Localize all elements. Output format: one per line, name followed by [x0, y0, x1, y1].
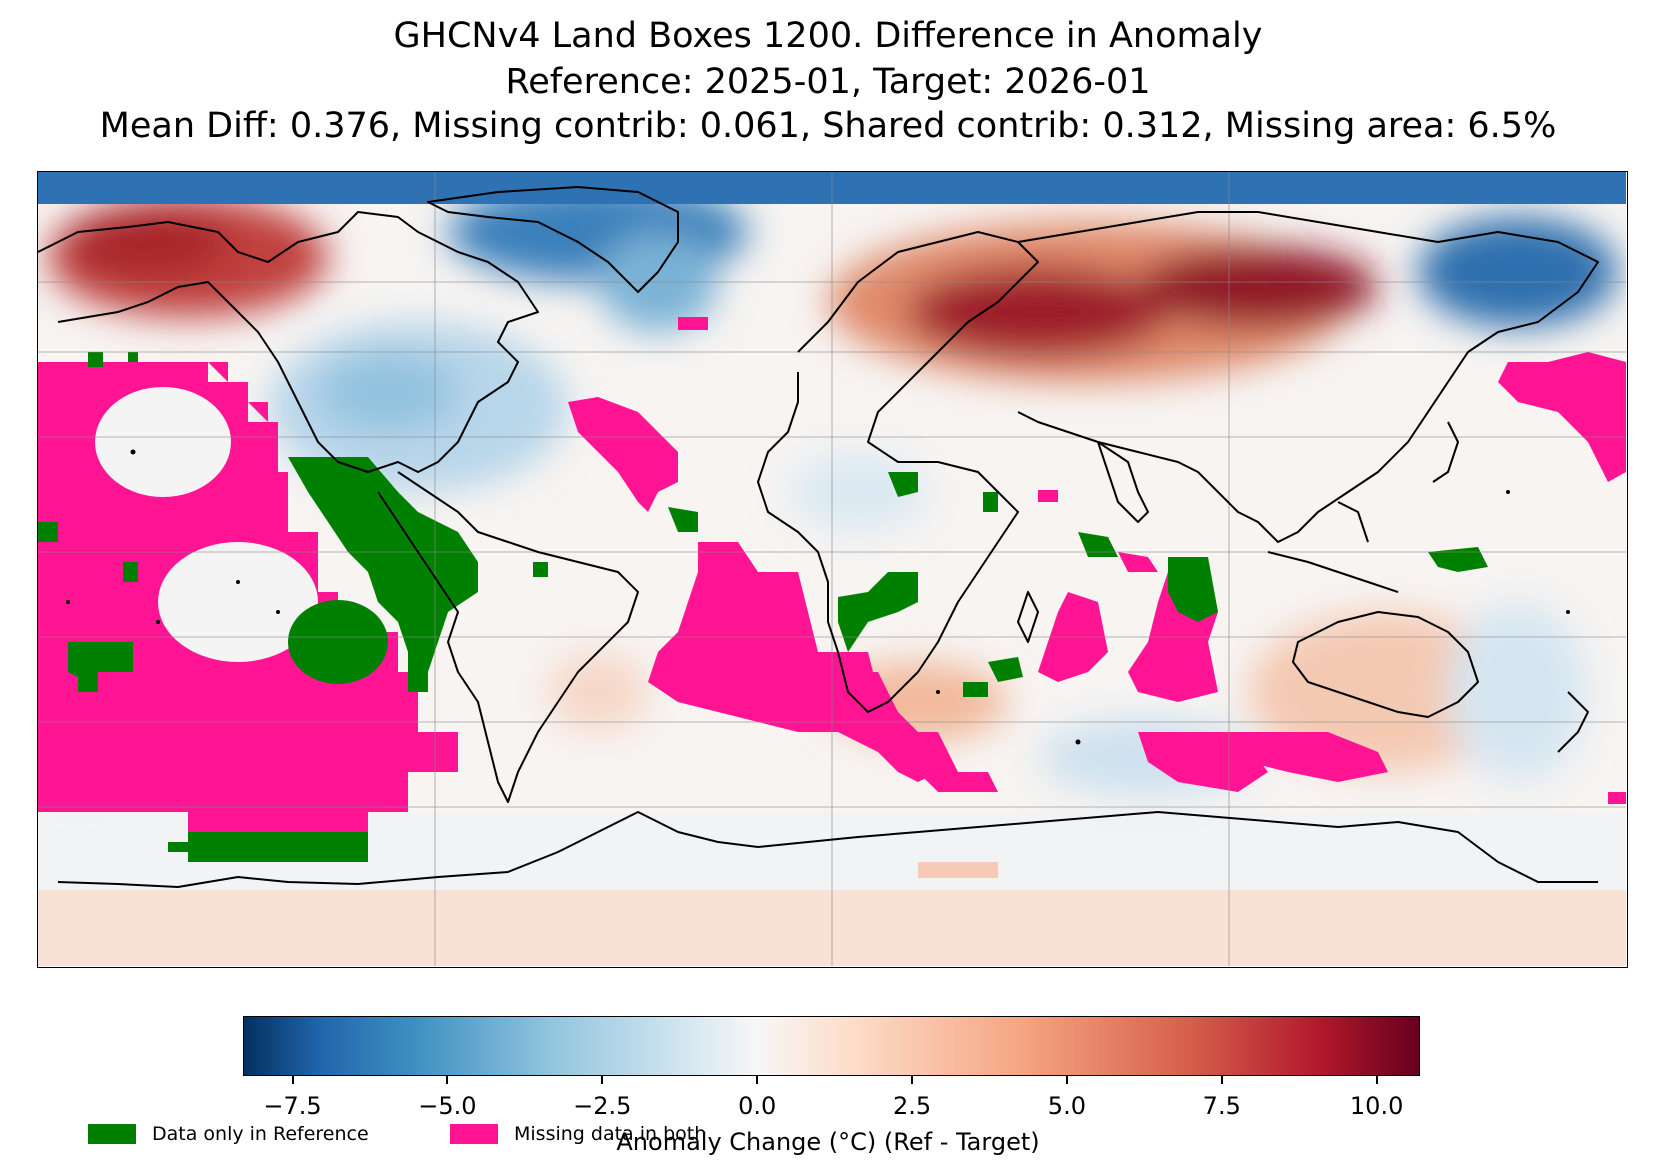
colorbar-tick — [911, 1076, 914, 1084]
title-line-1: GHCNv4 Land Boxes 1200. Difference in An… — [393, 16, 1263, 56]
ref-only-regions — [38, 352, 1488, 862]
legend-item-missing-both: Missing data in both — [450, 1122, 706, 1146]
legend-item-ref-only: Data only in Reference — [88, 1122, 369, 1146]
coastlines — [38, 186, 1599, 888]
colorbar-tick-label: 0.0 — [738, 1092, 777, 1120]
colorbar-tick-label: 5.0 — [1047, 1092, 1086, 1120]
colorbar-tick — [601, 1076, 604, 1084]
colorbar — [243, 1016, 1420, 1076]
colorbar-tick-label: 10.0 — [1349, 1092, 1404, 1120]
pink-holes — [95, 387, 318, 662]
legend-swatch-missing-both — [450, 1124, 498, 1144]
legend-label-missing-both: Missing data in both — [514, 1123, 707, 1145]
colorbar-gradient — [244, 1017, 1419, 1075]
colorbar-tick — [446, 1076, 449, 1084]
island-dots — [66, 449, 1570, 745]
title-line-2: Reference: 2025-01, Target: 2026-01 — [505, 62, 1151, 102]
colorbar-tick — [1375, 1076, 1378, 1084]
colorbar-label: Anomaly Change (°C) (Ref - Target) — [616, 1128, 1040, 1156]
colorbar-tick-label: 2.5 — [892, 1092, 932, 1120]
colorbar-tick — [756, 1076, 759, 1084]
colorbar-tick-label: 7.5 — [1202, 1092, 1241, 1120]
colorbar-tick-label: −7.5 — [263, 1092, 322, 1120]
anomaly-map — [37, 171, 1628, 968]
colorbar-tick-label: −2.5 — [573, 1092, 632, 1120]
colorbar-tick — [1065, 1076, 1068, 1084]
colorbar-tick — [291, 1076, 294, 1084]
graticule — [38, 172, 1626, 966]
title-line-3: Mean Diff: 0.376, Missing contrib: 0.061… — [99, 106, 1557, 146]
legend-swatch-ref-only — [88, 1124, 136, 1144]
colorbar-tick — [1220, 1076, 1223, 1084]
legend-label-ref-only: Data only in Reference — [152, 1123, 369, 1145]
colorbar-tick-label: −5.0 — [418, 1092, 477, 1120]
